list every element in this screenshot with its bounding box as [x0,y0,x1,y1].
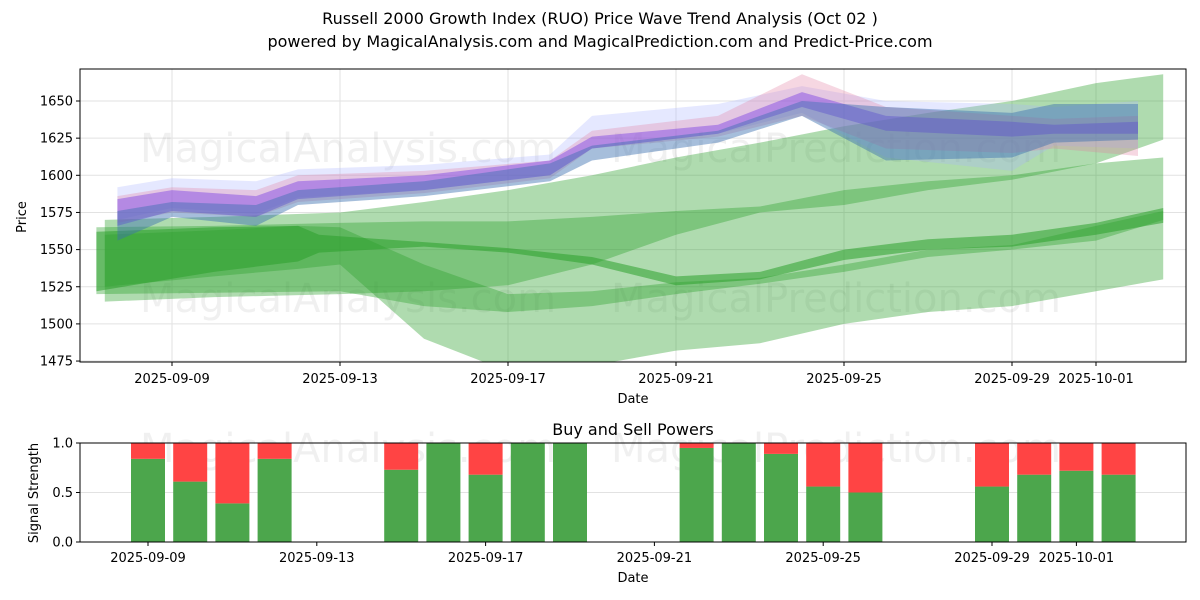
sell-bar [257,443,292,459]
y-tick-label: 0.0 [52,536,73,551]
sell-bar [215,443,250,504]
chart-subtitle: powered by MagicalAnalysis.com and Magic… [267,32,933,51]
buy-bar [257,458,292,542]
buy-bar [679,447,714,542]
buy-bar [806,486,841,542]
x-tick-label: 2025-09-21 [638,372,714,387]
x-tick-label: 2025-09-13 [279,551,355,566]
y-tick-label: 1525 [40,280,73,295]
x-tick-label: 2025-10-01 [1039,551,1115,566]
y-tick-label: 1.0 [52,437,73,452]
sell-bar [806,443,841,487]
buy-bar [384,469,419,542]
buy-bar [764,453,798,542]
sell-bar [1101,443,1136,475]
x-tick-label: 2025-09-29 [974,372,1050,387]
y-tick-label: 1500 [40,317,73,332]
x-tick-label: 2025-09-25 [806,372,882,387]
buy-bar [510,443,545,542]
purple-band [117,92,1138,226]
sell-bar [131,443,165,459]
x-tick-label: 2025-09-17 [448,551,524,566]
pink-band [117,74,1138,223]
buy-bar [721,443,756,542]
watermark: MagicalAnalysis.com [140,126,556,172]
sell-bar [679,443,714,448]
x-tick-label: 2025-09-29 [954,551,1030,566]
plot-frame [79,68,1187,363]
chart-title: Russell 2000 Growth Index (RUO) Price Wa… [322,9,878,28]
buy-bar [1101,474,1136,542]
buy-bar [975,486,1009,542]
y-tick-label: 1550 [40,243,73,258]
buy-bar [215,503,250,542]
watermark: MagicalAnalysis.com [140,276,556,322]
sell-bar [173,443,208,482]
buy-bar [131,458,165,542]
lavender-band [117,86,1138,220]
green-middle-band [96,157,1164,313]
x-tick-label: 2025-09-21 [617,551,693,566]
sell-bar [1017,443,1052,475]
x-tick-label: 2025-09-25 [785,551,861,566]
buy-bar [173,481,208,542]
green-dark-band [96,207,1164,292]
y-tick-label: 1575 [40,206,73,221]
sell-bar [975,443,1009,487]
sell-bar [764,443,798,454]
x-tick-label: 2025-09-17 [470,372,546,387]
x-tick-label: 2025-09-09 [110,551,186,566]
sell-bar [1059,443,1094,471]
y-tick-label: 1475 [40,355,73,370]
buy-bar [1059,470,1094,542]
y-tick-label: 0.5 [52,486,73,501]
sell-bar [384,443,419,470]
buy-bar [848,492,883,542]
y-tick-label: 1650 [40,95,73,110]
y-axis-label: Signal Strength [27,443,42,543]
x-tick-label: 2025-09-13 [302,372,378,387]
y-tick-label: 1600 [40,169,73,184]
y-axis-label: Price [15,201,30,233]
y-tick-label: 1625 [40,132,73,147]
buy-bar [553,443,587,542]
price-chart: MagicalAnalysis.com MagicalPrediction.com… [15,68,1187,407]
blue-band [117,101,1138,241]
sell-bar [468,443,503,475]
signal-chart: MagicalAnalysis.comMagicalPrediction.com… [27,420,1187,586]
buy-bar [426,443,461,542]
x-tick-label: 2025-10-01 [1058,372,1134,387]
x-axis-label: Date [617,571,648,586]
bar-chart-title: Buy and Sell Powers [552,420,714,439]
x-tick-label: 2025-09-09 [134,372,210,387]
watermark: MagicalPrediction.com [611,126,1061,172]
bands-group [96,74,1164,362]
x-axis-label: Date [617,392,648,407]
buy-bar [1017,474,1052,542]
buy-bar [468,474,503,542]
sell-bar [848,443,883,493]
